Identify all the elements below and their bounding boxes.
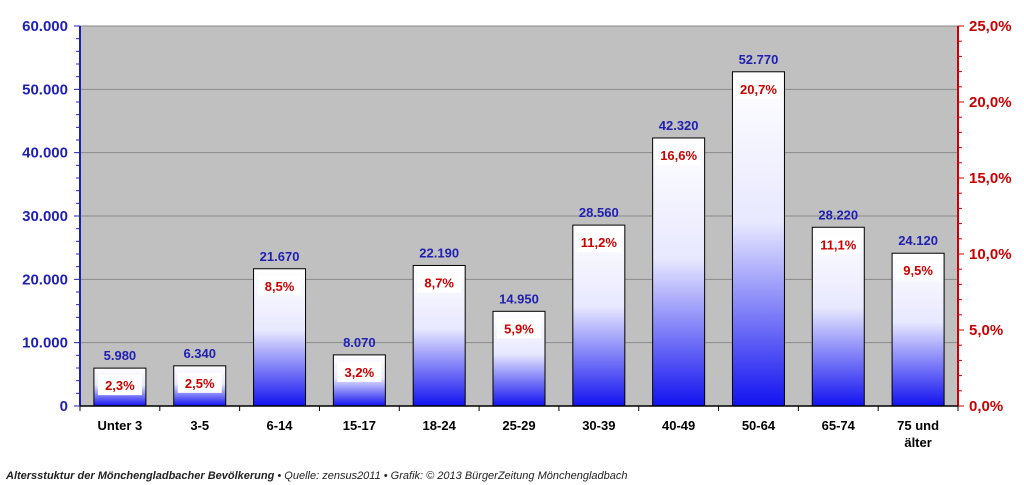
value-label: 24.120 <box>898 233 938 248</box>
bar <box>652 137 706 407</box>
percent-label-box <box>417 272 462 293</box>
left-tick-label: 0 <box>60 398 68 415</box>
percent-label: 8,5% <box>265 279 295 294</box>
percent-label-box <box>656 144 701 165</box>
percent-label: 20,7% <box>740 82 777 97</box>
value-label: 21.670 <box>260 249 300 264</box>
caption-source: • Quelle: zensus2011 • Grafik: © 2013 Bü… <box>274 470 628 482</box>
percent-labels: 2,3% 2,5% 8,5% 3,2% 8,7% 5,9% 11,2% 16,6% 20,7% 1… <box>97 78 941 396</box>
left-tick-label: 20.000 <box>22 271 68 288</box>
right-tick-label: 25,0% <box>969 18 1012 35</box>
category-label: älter <box>904 435 931 450</box>
category-label: 18-24 <box>423 418 457 433</box>
category-label: 75 und <box>897 418 939 433</box>
value-label: 6.340 <box>183 346 216 361</box>
percent-label-box <box>497 318 541 339</box>
percent-label: 8,7% <box>424 275 454 290</box>
percent-label: 11,1% <box>820 237 857 252</box>
percent-label: 9,5% <box>903 263 933 278</box>
category-label: 40-49 <box>662 418 695 433</box>
axes <box>74 25 964 411</box>
value-label: 5.980 <box>104 348 137 363</box>
percent-label-box <box>337 361 382 382</box>
left-tick-label: 60.000 <box>22 18 68 35</box>
percent-label-box <box>896 260 941 281</box>
category-label: Unter 3 <box>98 418 143 433</box>
percent-label-box <box>576 232 621 253</box>
percent-label: 11,2% <box>581 235 618 250</box>
percent-label: 5,9% <box>504 321 534 336</box>
percent-label: 3,2% <box>345 365 375 380</box>
category-label: 50-64 <box>742 418 776 433</box>
bar <box>572 224 626 407</box>
left-tick-label: 30.000 <box>22 208 68 225</box>
left-tick-label: 50.000 <box>22 81 68 98</box>
percent-label-box <box>736 78 781 99</box>
caption-title: Altersstuktur der Mönchengladbacher Bevö… <box>6 470 275 482</box>
value-labels: 5.980 6.340 21.670 8.070 22.190 14.950 28.560 4… <box>104 52 938 363</box>
bar <box>731 71 785 407</box>
right-tick-label: 5,0% <box>969 322 1003 339</box>
percent-label-box <box>177 372 222 393</box>
percent-label: 2,3% <box>105 378 135 393</box>
value-label: 14.950 <box>499 291 539 306</box>
right-tick-label: 15,0% <box>969 170 1012 187</box>
percent-label: 16,6% <box>660 148 697 163</box>
right-tick-label: 0,0% <box>969 398 1003 415</box>
category-label: 3-5 <box>190 418 209 433</box>
right-axis-ticks: 0,0% 5,0% 10,0% 15,0% 20,0% 25,0% <box>969 18 1012 415</box>
gridlines <box>80 25 958 344</box>
percent-label: 2,5% <box>185 376 215 391</box>
left-axis-ticks: 0 10.000 20.000 30.000 40.000 50.000 60.000 <box>22 18 68 415</box>
percent-label-box <box>816 234 861 255</box>
category-label: 15-17 <box>343 418 376 433</box>
category-labels: Unter 3 3-5 6-14 15-17 18-24 25-29 30-39 40-49 5… <box>98 418 940 450</box>
category-label: 65-74 <box>822 418 856 433</box>
chart-caption: Altersstuktur der Mönchengladbacher Bevö… <box>6 470 628 482</box>
value-label: 52.770 <box>739 52 779 67</box>
left-tick-label: 40.000 <box>22 145 68 162</box>
value-label: 28.560 <box>579 205 619 220</box>
category-label: 6-14 <box>267 418 294 433</box>
bar <box>811 226 865 407</box>
value-label: 42.320 <box>659 118 699 133</box>
value-label: 22.190 <box>419 245 459 260</box>
left-tick-label: 10.000 <box>22 335 68 352</box>
right-tick-label: 20,0% <box>969 94 1012 111</box>
category-label: 30-39 <box>582 418 615 433</box>
percent-label-box <box>257 275 302 296</box>
category-label: 25-29 <box>502 418 535 433</box>
right-tick-label: 10,0% <box>969 246 1012 263</box>
percent-label-box <box>97 375 142 396</box>
value-label: 28.220 <box>818 207 858 222</box>
value-label: 8.070 <box>343 335 376 350</box>
